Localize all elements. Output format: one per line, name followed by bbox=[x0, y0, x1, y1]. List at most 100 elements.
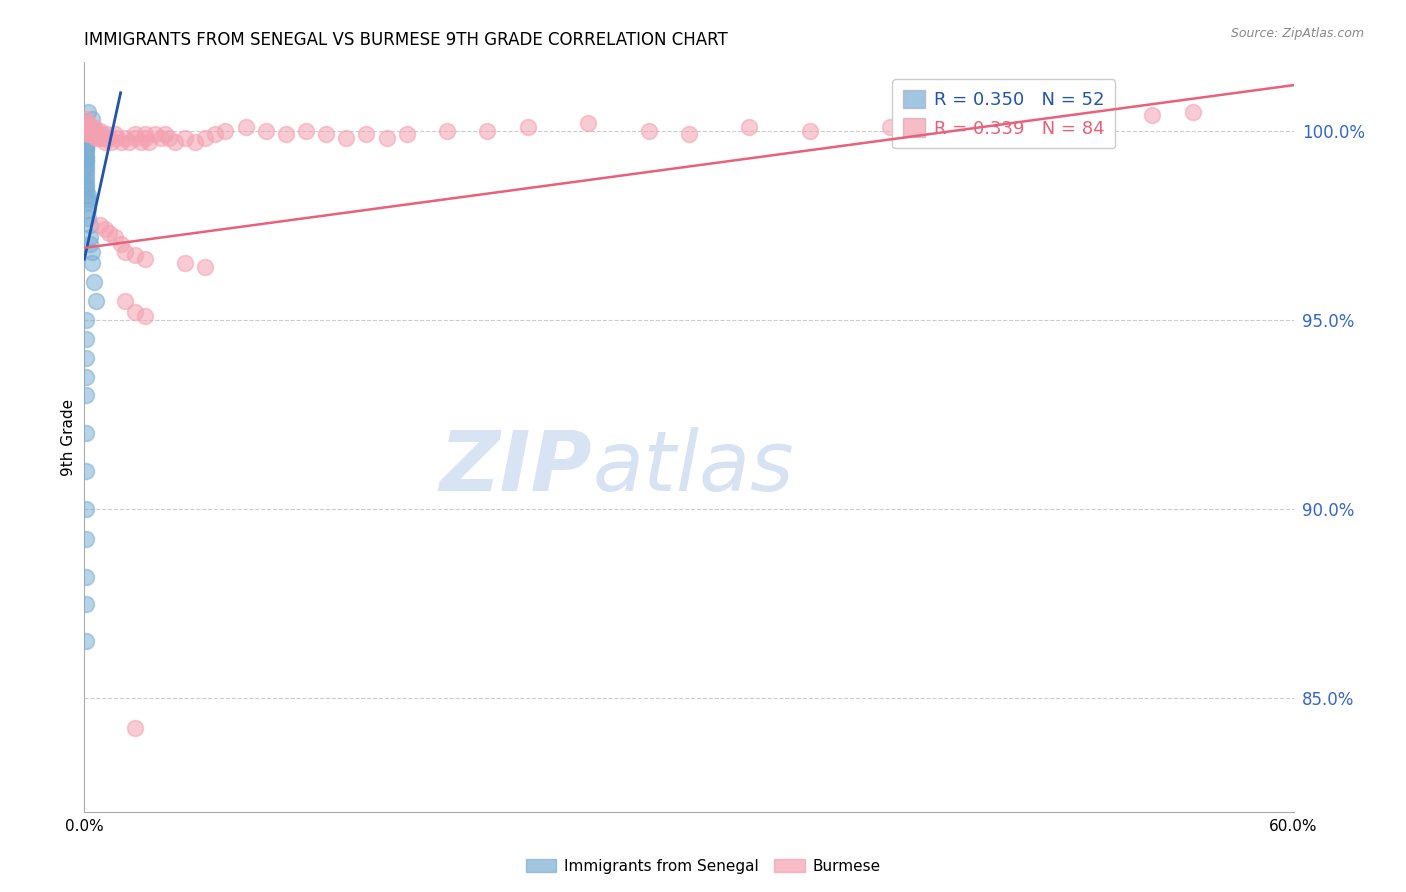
Point bbox=[75, 135, 97, 149]
Point bbox=[114, 131, 136, 145]
Point bbox=[75, 464, 97, 478]
Point bbox=[75, 161, 97, 176]
Point bbox=[79, 120, 101, 134]
Point bbox=[124, 128, 146, 142]
Point bbox=[77, 128, 100, 142]
Point bbox=[274, 128, 297, 142]
Point bbox=[105, 131, 128, 145]
Point bbox=[75, 158, 97, 172]
Point bbox=[77, 120, 100, 134]
Point bbox=[77, 123, 100, 137]
Point bbox=[100, 135, 122, 149]
Point bbox=[93, 135, 115, 149]
Point bbox=[153, 128, 176, 142]
Point bbox=[75, 153, 97, 168]
Point bbox=[75, 184, 97, 198]
Point bbox=[89, 218, 111, 232]
Point bbox=[134, 131, 156, 145]
Point bbox=[75, 131, 97, 145]
Point bbox=[157, 131, 180, 145]
Point bbox=[214, 123, 236, 137]
Point bbox=[75, 146, 97, 161]
Point bbox=[75, 135, 97, 149]
Point bbox=[335, 131, 357, 145]
Point bbox=[315, 128, 337, 142]
Point bbox=[93, 131, 115, 145]
Point bbox=[134, 128, 156, 142]
Text: ZIP: ZIP bbox=[440, 426, 592, 508]
Point bbox=[114, 244, 136, 259]
Point bbox=[75, 388, 97, 402]
Point bbox=[75, 502, 97, 516]
Point bbox=[97, 226, 120, 240]
Point bbox=[235, 120, 257, 134]
Point bbox=[149, 131, 172, 145]
Point bbox=[89, 131, 111, 145]
Point bbox=[83, 128, 105, 142]
Point bbox=[75, 180, 97, 194]
Text: Source: ZipAtlas.com: Source: ZipAtlas.com bbox=[1230, 27, 1364, 40]
Point bbox=[174, 256, 197, 270]
Point bbox=[75, 123, 97, 137]
Point bbox=[77, 116, 100, 130]
Point bbox=[295, 123, 318, 137]
Point bbox=[204, 128, 226, 142]
Point bbox=[75, 131, 97, 145]
Point bbox=[134, 252, 156, 267]
Point bbox=[356, 128, 378, 142]
Point bbox=[1081, 112, 1104, 127]
Point bbox=[79, 237, 101, 252]
Point bbox=[75, 116, 97, 130]
Point bbox=[89, 123, 111, 137]
Point bbox=[79, 229, 101, 244]
Point bbox=[124, 248, 146, 262]
Point bbox=[82, 128, 104, 142]
Point bbox=[93, 222, 115, 236]
Point bbox=[799, 123, 821, 137]
Legend: Immigrants from Senegal, Burmese: Immigrants from Senegal, Burmese bbox=[520, 853, 886, 880]
Point bbox=[79, 218, 101, 232]
Point bbox=[77, 104, 100, 119]
Point bbox=[77, 192, 100, 206]
Point bbox=[124, 305, 146, 319]
Point bbox=[75, 169, 97, 183]
Point bbox=[194, 131, 217, 145]
Point bbox=[165, 135, 187, 149]
Point bbox=[738, 120, 761, 134]
Point bbox=[75, 165, 97, 179]
Point bbox=[75, 138, 97, 153]
Point bbox=[75, 351, 97, 365]
Point bbox=[79, 128, 101, 142]
Point bbox=[79, 120, 101, 134]
Text: IMMIGRANTS FROM SENEGAL VS BURMESE 9TH GRADE CORRELATION CHART: IMMIGRANTS FROM SENEGAL VS BURMESE 9TH G… bbox=[84, 31, 728, 49]
Point bbox=[97, 131, 120, 145]
Point bbox=[75, 173, 97, 187]
Point bbox=[75, 312, 97, 326]
Point bbox=[75, 634, 97, 648]
Point bbox=[82, 244, 104, 259]
Point bbox=[980, 116, 1002, 130]
Point bbox=[637, 123, 659, 137]
Point bbox=[86, 293, 108, 308]
Point bbox=[91, 128, 114, 142]
Point bbox=[138, 135, 160, 149]
Point bbox=[1142, 108, 1164, 122]
Point bbox=[77, 195, 100, 210]
Point bbox=[87, 131, 110, 145]
Point bbox=[75, 120, 97, 134]
Point bbox=[143, 128, 166, 142]
Point bbox=[375, 131, 398, 145]
Point bbox=[75, 116, 97, 130]
Point bbox=[75, 597, 97, 611]
Point bbox=[194, 260, 217, 274]
Point bbox=[96, 128, 118, 142]
Point bbox=[104, 229, 127, 244]
Point bbox=[75, 150, 97, 164]
Point bbox=[124, 131, 146, 145]
Point bbox=[124, 722, 146, 736]
Point bbox=[75, 426, 97, 441]
Point bbox=[477, 123, 499, 137]
Point bbox=[75, 143, 97, 157]
Point bbox=[134, 309, 156, 323]
Legend: R = 0.350   N = 52, R = 0.339   N = 84: R = 0.350 N = 52, R = 0.339 N = 84 bbox=[893, 79, 1115, 148]
